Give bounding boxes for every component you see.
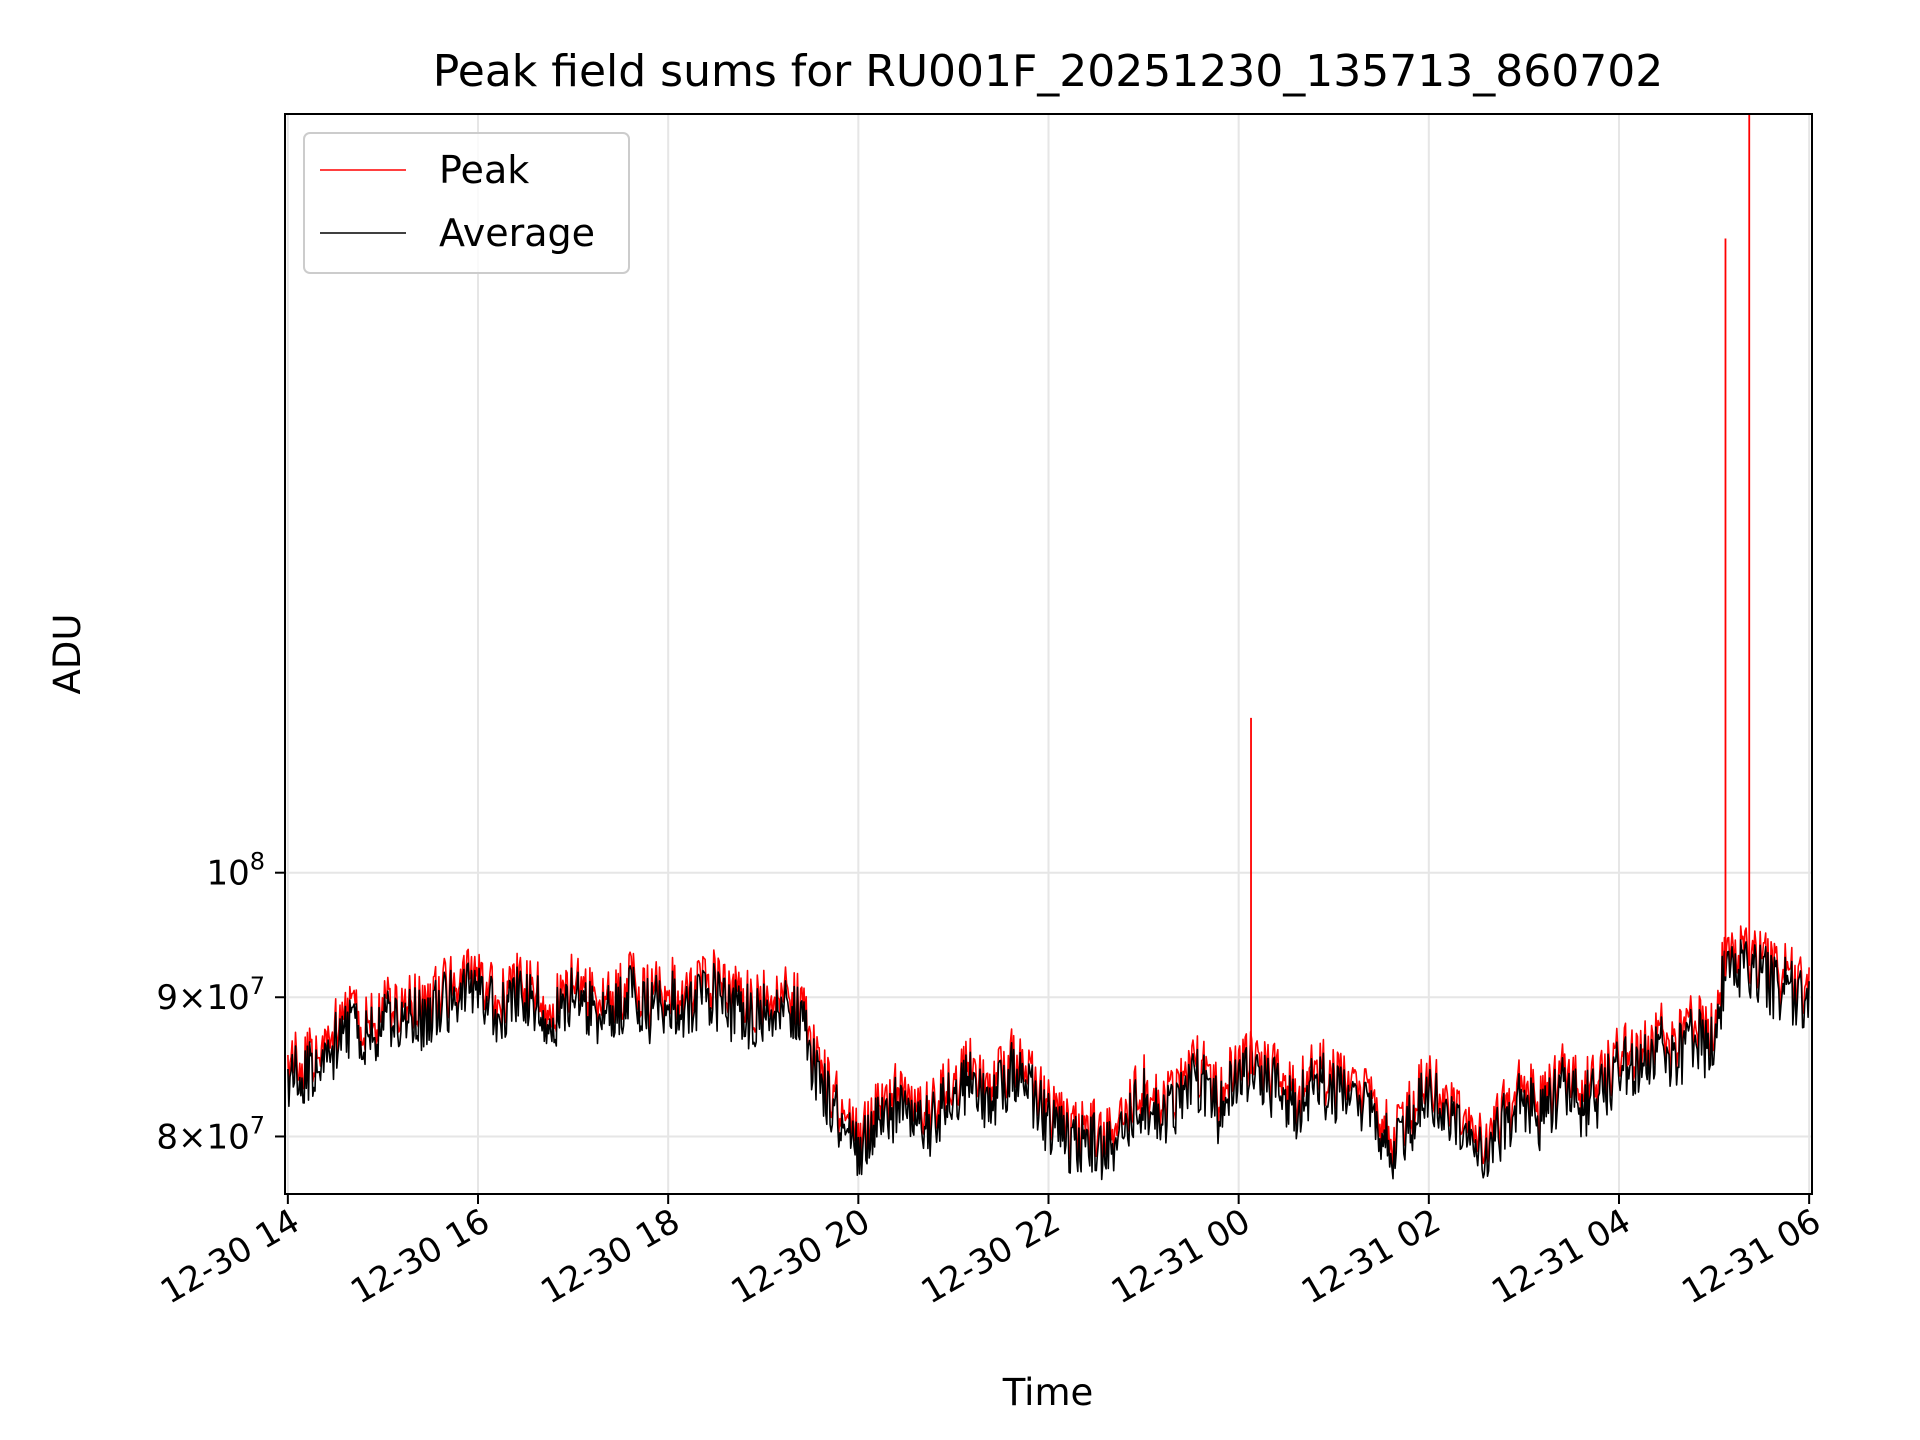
y-tick-label: 8×107 [156, 1111, 265, 1157]
y-axis-label: ADU [46, 614, 89, 695]
legend-box [303, 132, 630, 274]
y-axis: 8×107 9×107 108 [156, 848, 285, 1157]
legend-label-average: Average [439, 211, 595, 255]
y-tick-label: 108 [206, 848, 265, 894]
chart-title: Peak field sums for RU001F_20251230_1357… [433, 46, 1663, 97]
series-line-average [287, 939, 1810, 1181]
x-axis-label: Time [1002, 1371, 1094, 1414]
legend-label-peak: Peak [439, 148, 529, 192]
grid-layer [285, 114, 1812, 1194]
series-layer [287, 114, 1810, 1181]
legend: Peak Average [303, 132, 630, 274]
y-tick-label: 9×107 [156, 972, 265, 1018]
